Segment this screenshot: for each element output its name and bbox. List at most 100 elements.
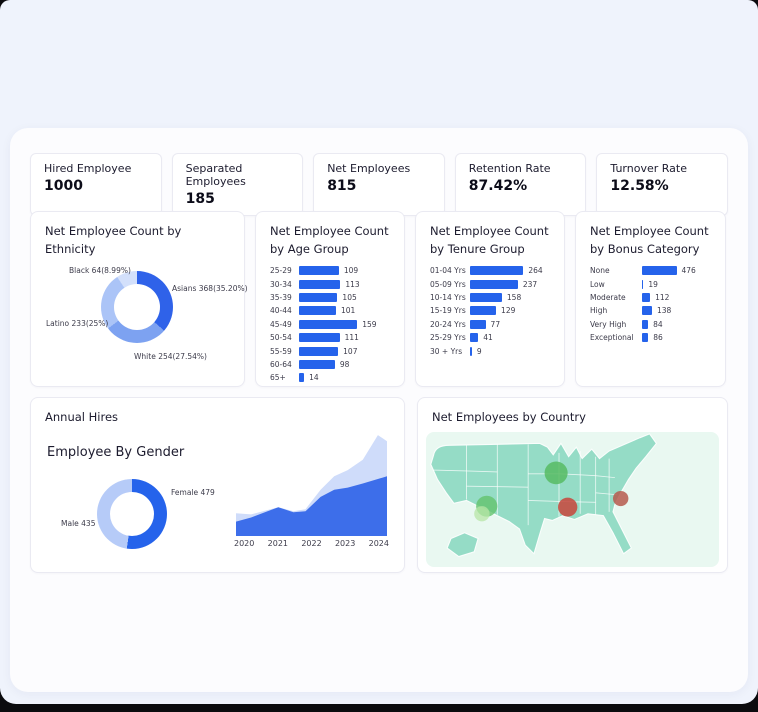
kpi-card-separated[interactable]: Separated Employees 185 xyxy=(171,153,304,216)
bar-category-label: 25-29 xyxy=(270,266,292,276)
bar-track: 109 xyxy=(299,266,396,276)
bar-track: 84 xyxy=(642,319,717,329)
bar-category-label: Moderate xyxy=(590,292,626,302)
x-tick: 2022 xyxy=(301,539,322,548)
bar-row: 25-29 Yrs 41 xyxy=(430,331,556,344)
kpi-card-hired[interactable]: Hired Employee 1000 xyxy=(30,153,162,216)
bar[interactable] xyxy=(470,319,486,329)
annual-hires-area-chart[interactable] xyxy=(236,433,387,536)
bar-category-label: High xyxy=(590,306,608,316)
bar[interactable] xyxy=(299,266,339,276)
bar-category-label: 25-29 Yrs xyxy=(430,333,466,343)
bar[interactable] xyxy=(642,266,677,276)
bar-track: 77 xyxy=(470,319,556,329)
bar-track: 105 xyxy=(299,292,396,302)
x-tick: 2020 xyxy=(234,539,255,548)
bar[interactable] xyxy=(470,292,502,302)
us-map-land xyxy=(430,433,658,558)
bar-category-label: Low xyxy=(590,279,605,289)
bar-row: 01-04 Yrs 264 xyxy=(430,264,556,277)
bar[interactable] xyxy=(299,292,338,302)
kpi-row: Hired Employee 1000 Separated Employees … xyxy=(30,153,728,216)
bar[interactable] xyxy=(642,292,651,302)
donut-label-white: White 254(27.54%) xyxy=(134,352,207,361)
bar[interactable] xyxy=(299,319,358,329)
charts-row-1: Net Employee Count by Ethnicity Black 64… xyxy=(30,211,726,387)
bar-value: 237 xyxy=(522,279,538,289)
ethnicity-donut-chart[interactable] xyxy=(101,271,173,343)
bar-value: 14 xyxy=(309,373,319,383)
bar-category-label: 40-44 xyxy=(270,306,292,316)
bar-value: 158 xyxy=(506,292,522,302)
bar[interactable] xyxy=(470,266,524,276)
bar[interactable] xyxy=(642,319,649,329)
us-map-container xyxy=(426,432,719,567)
bar[interactable] xyxy=(299,359,335,369)
bar[interactable] xyxy=(299,373,305,383)
bar-category-label: 05-09 Yrs xyxy=(430,279,466,289)
bar-category-label: 65+ xyxy=(270,373,286,383)
bar[interactable] xyxy=(299,333,340,343)
donut-label-female: Female 479 xyxy=(171,488,215,497)
chart-title: Annual Hires xyxy=(45,410,119,424)
kpi-label: Turnover Rate xyxy=(610,162,687,175)
bar-value: 41 xyxy=(483,333,493,343)
bar-category-label: Exceptional xyxy=(590,333,634,343)
bar[interactable] xyxy=(642,279,644,289)
bar[interactable] xyxy=(299,279,341,289)
bar[interactable] xyxy=(642,306,652,316)
bar-row: Moderate 112 xyxy=(590,291,717,304)
bar-value: 138 xyxy=(657,306,672,316)
bar-row: 30-34 113 xyxy=(270,277,396,290)
bar-row: 40-44 101 xyxy=(270,304,396,317)
us-map[interactable] xyxy=(426,432,719,567)
age-group-chart-card: Net Employee Count by Age Group 25-29 109… xyxy=(255,211,405,387)
bar-category-label: 60-64 xyxy=(270,359,292,369)
map-bubble-california-south[interactable] xyxy=(474,506,490,522)
kpi-label: Hired Employee xyxy=(44,162,132,175)
kpi-card-turnover[interactable]: Turnover Rate 12.58% xyxy=(596,153,728,216)
bar-value: 129 xyxy=(501,306,516,316)
bar-row: 10-14 Yrs 158 xyxy=(430,291,556,304)
bar-value: 105 xyxy=(342,292,357,302)
bar[interactable] xyxy=(299,346,339,356)
bonus-category-chart-card: Net Employee Count by Bonus Category Non… xyxy=(575,211,726,387)
bar[interactable] xyxy=(470,333,479,343)
kpi-card-retention[interactable]: Retention Rate 87.42% xyxy=(454,153,587,216)
map-bubble-texas-north[interactable] xyxy=(558,497,578,517)
bar-value: 476 xyxy=(681,266,696,276)
donut-label-latino: Latino 233(25%) xyxy=(46,319,109,328)
bar-value: 113 xyxy=(345,279,360,289)
bar-row: 15-19 Yrs 129 xyxy=(430,304,556,317)
bar-category-label: 35-39 xyxy=(270,292,292,302)
bar-track: 98 xyxy=(299,359,396,369)
map-bubble-kentucky[interactable] xyxy=(612,490,629,507)
bar-row: 35-39 105 xyxy=(270,291,396,304)
bar-category-label: 30 + Yrs xyxy=(430,346,463,356)
bar-category-label: Very High xyxy=(590,319,627,329)
chart-title: Net Employees by Country xyxy=(432,410,586,424)
bar-track: 129 xyxy=(470,306,556,316)
bar[interactable] xyxy=(470,306,497,316)
annual-hires-card: Annual Hires Employee By Gender Female 4… xyxy=(30,397,405,573)
x-tick: 2021 xyxy=(267,539,289,548)
bar[interactable] xyxy=(470,346,472,356)
bar-track: 237 xyxy=(470,279,556,289)
bar-track: 41 xyxy=(470,333,556,343)
lower-band-area xyxy=(236,476,387,536)
kpi-card-net[interactable]: Net Employees 815 xyxy=(313,153,445,216)
kpi-value: 12.58% xyxy=(610,178,669,194)
bar-row: 25-29 109 xyxy=(270,264,396,277)
kpi-value: 815 xyxy=(327,178,357,194)
gender-donut-chart[interactable] xyxy=(97,479,167,549)
donut-label-male: Male 435 xyxy=(61,519,96,528)
bar-track: 14 xyxy=(299,373,396,383)
bar-row: 30 + Yrs 9 xyxy=(430,344,556,357)
bar-row: 20-24 Yrs 77 xyxy=(430,318,556,331)
bar-row: Exceptional 86 xyxy=(590,331,717,344)
map-bubble-central-north[interactable] xyxy=(544,461,568,485)
bar[interactable] xyxy=(470,279,518,289)
bar-value: 109 xyxy=(343,266,359,276)
bar[interactable] xyxy=(642,333,649,343)
bar[interactable] xyxy=(299,306,336,316)
